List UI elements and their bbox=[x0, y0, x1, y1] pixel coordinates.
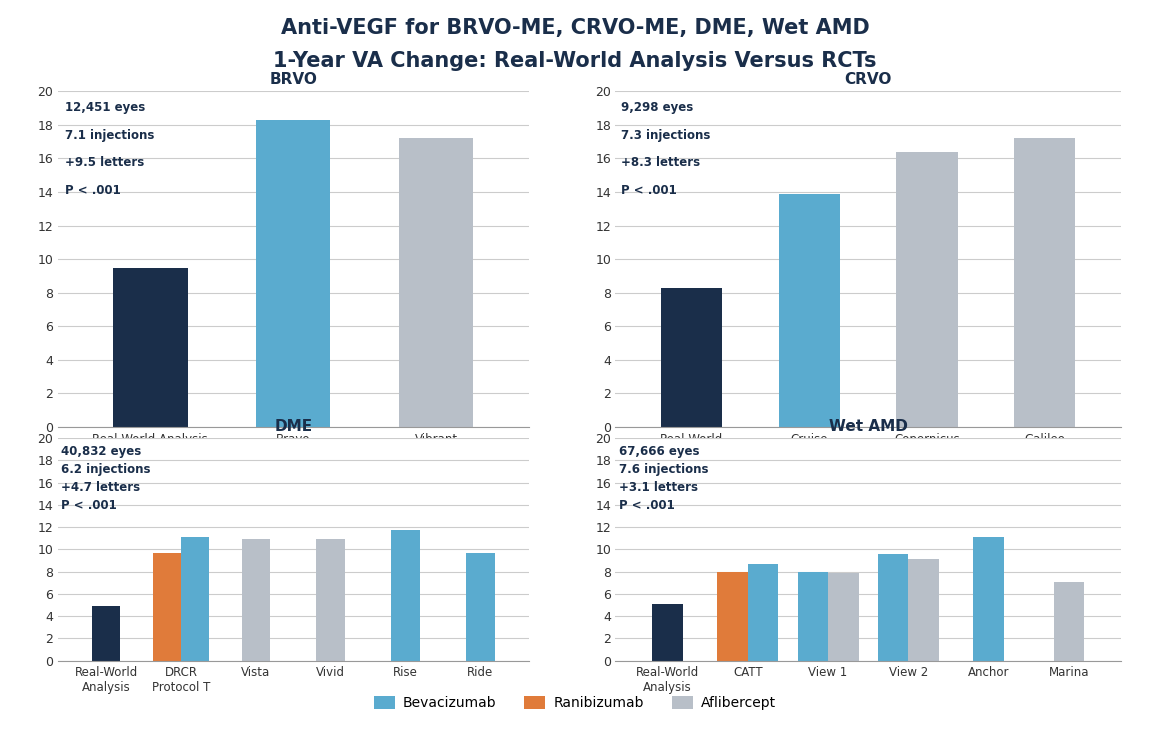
Text: 1-Year VA Change: Real-World Analysis Versus RCTs: 1-Year VA Change: Real-World Analysis Ve… bbox=[274, 51, 876, 71]
Text: 40,832 eyes: 40,832 eyes bbox=[61, 445, 141, 458]
Text: +4.7 letters: +4.7 letters bbox=[61, 481, 140, 494]
Bar bbox=[798, 572, 828, 661]
Bar bbox=[1053, 582, 1084, 661]
Bar bbox=[256, 120, 330, 427]
Bar bbox=[399, 138, 474, 427]
Title: BRVO: BRVO bbox=[269, 72, 317, 88]
Text: P < .001: P < .001 bbox=[61, 499, 117, 512]
Legend: Bevacizumab, Ranibizumab, Aflibercept: Bevacizumab, Ranibizumab, Aflibercept bbox=[368, 691, 782, 715]
Text: 67,666 eyes: 67,666 eyes bbox=[619, 445, 699, 458]
Bar bbox=[391, 531, 420, 661]
Text: +8.3 letters: +8.3 letters bbox=[621, 156, 700, 169]
Bar bbox=[661, 288, 722, 427]
Text: 9,298 eyes: 9,298 eyes bbox=[621, 101, 693, 115]
Bar bbox=[92, 606, 121, 661]
Bar bbox=[828, 573, 859, 661]
Text: 7.1 injections: 7.1 injections bbox=[64, 129, 154, 142]
Title: CRVO: CRVO bbox=[844, 72, 892, 88]
Title: Wet AMD: Wet AMD bbox=[829, 419, 907, 434]
Bar bbox=[652, 604, 683, 661]
Text: P < .001: P < .001 bbox=[619, 499, 675, 512]
Bar bbox=[181, 537, 209, 661]
Text: P < .001: P < .001 bbox=[64, 184, 121, 197]
Bar bbox=[113, 267, 187, 427]
Text: 12,451 eyes: 12,451 eyes bbox=[64, 101, 145, 115]
Bar bbox=[718, 572, 748, 661]
Text: P < .001: P < .001 bbox=[621, 184, 677, 197]
Bar bbox=[973, 537, 1004, 661]
Text: +9.5 letters: +9.5 letters bbox=[64, 156, 144, 169]
Text: 6.2 injections: 6.2 injections bbox=[61, 463, 151, 476]
Bar bbox=[897, 152, 958, 427]
Bar bbox=[1014, 138, 1075, 427]
Bar bbox=[779, 193, 840, 427]
Bar bbox=[316, 539, 345, 661]
Text: Anti-VEGF for BRVO-ME, CRVO-ME, DME, Wet AMD: Anti-VEGF for BRVO-ME, CRVO-ME, DME, Wet… bbox=[281, 18, 869, 38]
Title: DME: DME bbox=[274, 419, 313, 434]
Text: +3.1 letters: +3.1 letters bbox=[619, 481, 698, 494]
Bar bbox=[748, 564, 779, 661]
Text: 7.3 injections: 7.3 injections bbox=[621, 129, 711, 142]
Bar bbox=[466, 553, 494, 661]
Bar bbox=[242, 539, 270, 661]
Text: 7.6 injections: 7.6 injections bbox=[619, 463, 708, 476]
Bar bbox=[877, 554, 909, 661]
Bar bbox=[908, 559, 938, 661]
Bar bbox=[153, 553, 181, 661]
